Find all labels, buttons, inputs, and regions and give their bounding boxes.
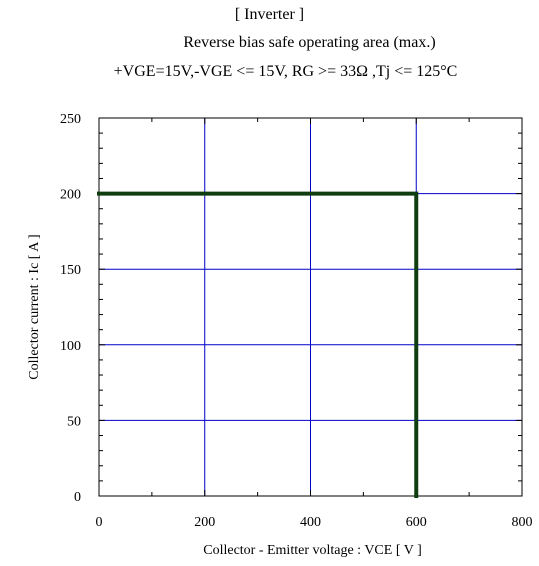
y-tick-label-0: 0 — [74, 490, 81, 505]
y-tick-label-150: 150 — [60, 263, 81, 278]
x-tick-label-800: 800 — [512, 515, 533, 530]
series-line-0 — [97, 191, 419, 498]
y-tick-label-200: 200 — [60, 188, 81, 203]
chart-title-line-3: +VGE=15V,-VGE <= 15V, RG >= 33Ω ,Tj <= 1… — [113, 63, 458, 80]
chart-title-line-2: Reverse bias safe operating area (max.) — [183, 34, 436, 51]
grid-layer — [99, 118, 522, 496]
y-tick-label-50: 50 — [67, 414, 81, 429]
x-tick-label-200: 200 — [194, 515, 215, 530]
y-tick-label-100: 100 — [60, 339, 81, 354]
y-axis-title: Collector current : Ic [ A ] — [27, 234, 42, 379]
x-tick-label-600: 600 — [406, 515, 427, 530]
y-tick-label-250: 250 — [60, 112, 81, 127]
chart-title-line-1: [ Inverter ] — [234, 6, 305, 23]
x-tick-label-0: 0 — [96, 515, 103, 530]
series-layer — [97, 191, 419, 498]
tick-layer: 0 200 400 600 800 0 50 100 150 200 250 — [60, 112, 533, 530]
x-tick-label-400: 400 — [300, 515, 321, 530]
x-axis-title: Collector - Emitter voltage : VCE [ V ] — [203, 543, 422, 558]
